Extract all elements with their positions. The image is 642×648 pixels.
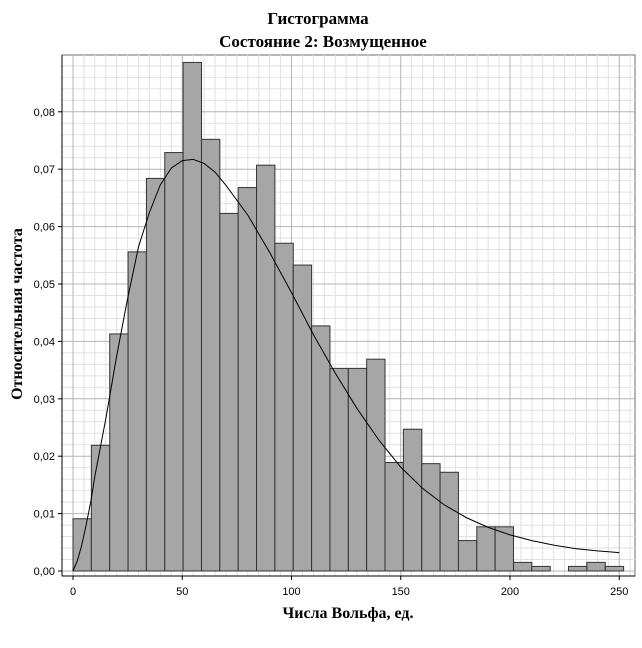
y-tick-label: 0,00 [34,566,55,578]
y-tick-label: 0,07 [34,164,55,176]
x-tick-label: 150 [392,586,410,598]
histogram-bar [476,526,496,572]
y-tick-label: 0,02 [34,451,55,463]
histogram-bar [182,61,202,572]
x-tick-label: 100 [282,586,300,598]
histogram-bar [457,540,478,572]
x-tick-label: 200 [501,586,519,598]
histogram-bar [237,187,258,572]
chart-subtitle: Состояние 2: Возмущенное [219,32,427,51]
y-tick-label: 0,03 [34,394,55,406]
histogram-bar [292,264,313,572]
histogram-bar [90,444,111,572]
histogram-bar [329,367,349,572]
x-tick-label: 50 [176,586,188,598]
histogram-bar [109,333,129,572]
y-tick-label: 0,08 [34,107,55,119]
x-axis-label: Числа Вольфа, ед. [283,605,414,622]
histogram-bar [531,565,551,572]
y-tick-label: 0,05 [34,279,55,291]
histogram-bar [164,152,184,572]
histogram-bar [311,325,331,572]
histogram-bar [127,251,147,572]
histogram-bar [274,242,294,572]
histogram-bars [72,61,625,572]
histogram-bar [494,526,514,572]
histogram-bar [512,561,533,572]
tick-labels: 0 50 100 150 200 250 0,00 0,01 0,02 0,03 0,04 0,05 0… [34,107,629,598]
histogram-bar [384,462,404,572]
x-tick-label: 250 [610,586,628,598]
histogram-bar [256,164,276,572]
histogram-bar [402,428,423,572]
histogram-bar [568,565,588,572]
histogram-bar [366,358,386,572]
y-tick-label: 0,01 [34,509,55,521]
x-tick-label: 0 [70,586,76,598]
y-tick-label: 0,06 [34,222,55,234]
histogram-bar [439,471,459,572]
histogram-bar [219,212,239,572]
axes [61,55,635,577]
y-tick-label: 0,04 [34,336,55,348]
y-axis-label: Относительная частота [9,228,26,400]
histogram-bar [586,561,606,572]
histogram-bar [604,565,625,572]
histogram-bar [421,463,441,572]
chart-title: Гистограмма [267,9,369,28]
histogram-bar [200,138,221,572]
histogram-bar [145,177,166,572]
density-curve [72,158,620,572]
